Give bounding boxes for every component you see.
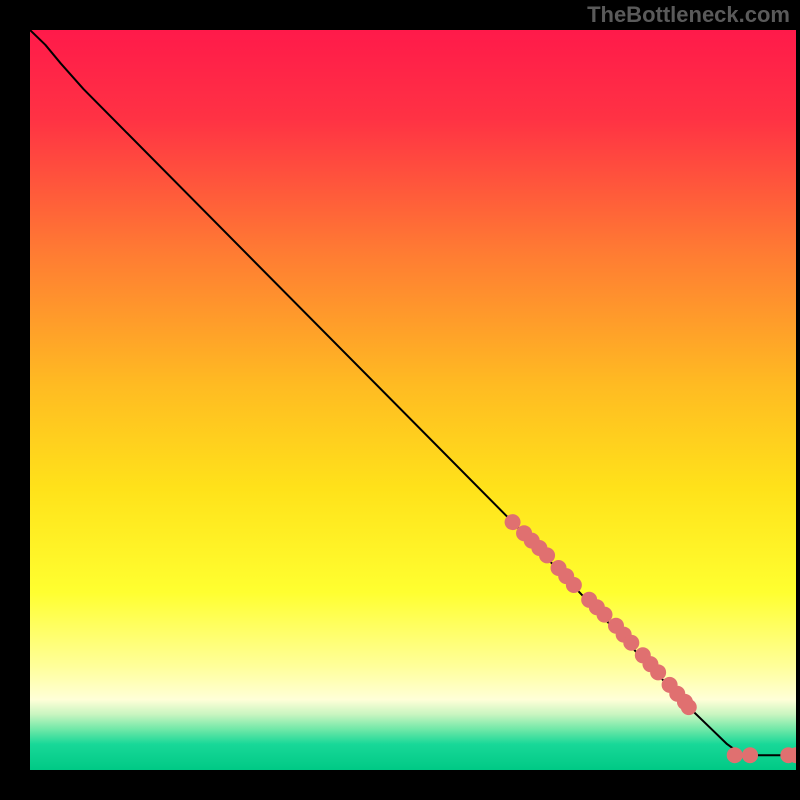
chart-container [30,30,796,770]
chart-svg [30,30,796,770]
watermark-text: TheBottleneck.com [587,2,790,28]
